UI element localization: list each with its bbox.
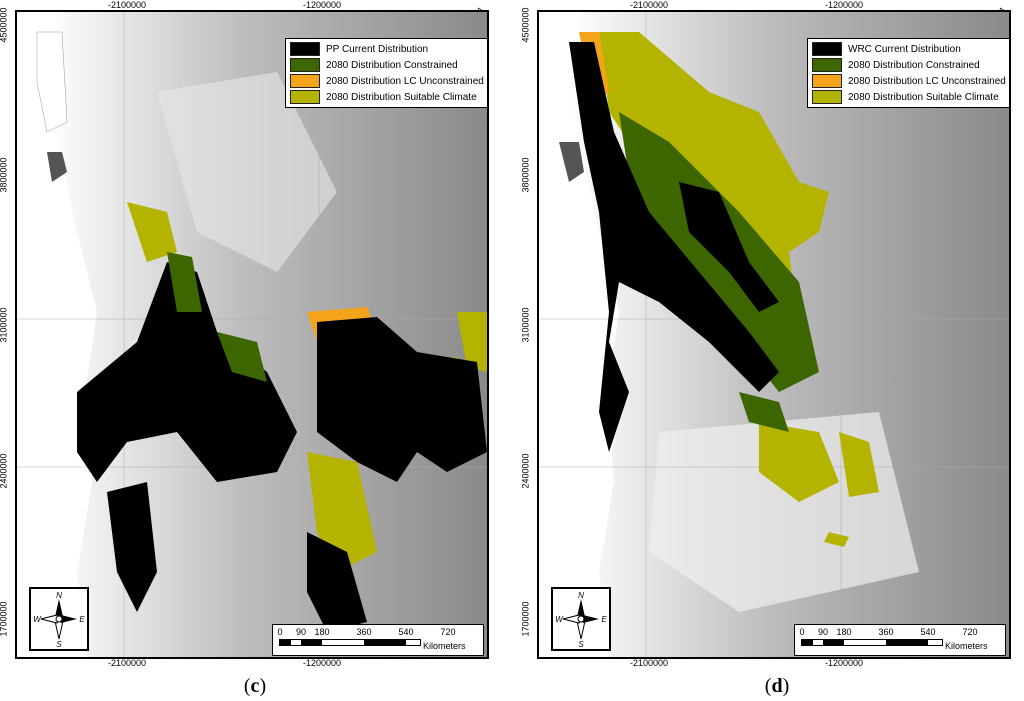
map-legend: WRC Current Distribution 2080 Distributi… xyxy=(807,38,1009,108)
map-frame: WRC Current Distribution 2080 Distributi… xyxy=(537,10,1011,659)
y-tick-left: 2400000 xyxy=(0,453,9,489)
x-tick-bottom: -1200000 xyxy=(824,658,864,668)
legend-item: 2080 Distribution Constrained xyxy=(812,57,1009,73)
map-panel-c: -2100000 -1200000 4500000 3800000 310000… xyxy=(0,0,505,701)
legend-label: 2080 Distribution LC Unconstrained xyxy=(326,75,484,87)
compass-s: S xyxy=(56,640,62,649)
current-distribution-area xyxy=(317,317,487,482)
y-tick-left: 3100000 xyxy=(520,307,531,343)
compass-e: E xyxy=(601,615,607,624)
legend-item: WRC Current Distribution xyxy=(812,41,1009,57)
current-distribution-area xyxy=(77,262,297,482)
scale-label: 180 xyxy=(836,627,852,637)
scale-label: 540 xyxy=(398,627,414,637)
map-legend: PP Current Distribution 2080 Distributio… xyxy=(285,38,487,108)
y-tick-left: 4500000 xyxy=(0,7,9,43)
map-canvas xyxy=(539,12,1009,657)
legend-swatch xyxy=(812,42,842,56)
compass-s: S xyxy=(578,640,584,649)
map-frame: PP Current Distribution 2080 Distributio… xyxy=(15,10,489,659)
scale-label: 720 xyxy=(962,627,978,637)
scale-label: 720 xyxy=(440,627,456,637)
scale-label: 90 xyxy=(817,627,829,637)
legend-swatch xyxy=(290,42,320,56)
y-tick-left: 1700000 xyxy=(520,601,531,637)
compass-e: E xyxy=(79,615,85,624)
compass-w: W xyxy=(555,615,564,624)
legend-item: 2080 Distribution Suitable Climate xyxy=(812,89,1009,105)
legend-item: 2080 Distribution Constrained xyxy=(290,57,487,73)
legend-swatch xyxy=(812,90,842,104)
x-tick-bottom: -1200000 xyxy=(302,658,342,668)
scale-segments xyxy=(279,639,421,646)
legend-swatch xyxy=(290,58,320,72)
constrained-area xyxy=(167,252,202,312)
legend-label: 2080 Distribution Suitable Climate xyxy=(848,91,999,103)
scale-bar: 0 90 180 360 540 720 Kilometers xyxy=(794,624,1006,656)
legend-label: WRC Current Distribution xyxy=(848,43,961,55)
compass-n: N xyxy=(578,591,584,600)
x-tick-top: -2100000 xyxy=(107,0,147,10)
legend-swatch xyxy=(290,90,320,104)
legend-swatch xyxy=(290,74,320,88)
compass-n: N xyxy=(56,591,62,600)
legend-item: 2080 Distribution Suitable Climate xyxy=(290,89,487,105)
legend-item: PP Current Distribution xyxy=(290,41,487,57)
y-tick-left: 3800000 xyxy=(0,157,9,193)
compass-icon: N S W E xyxy=(33,591,85,649)
legend-label: 2080 Distribution Constrained xyxy=(848,59,980,71)
map-canvas xyxy=(17,12,487,657)
legend-swatch xyxy=(812,74,842,88)
compass-rose: N S W E xyxy=(29,587,89,651)
compass-rose: N S W E xyxy=(551,587,611,651)
suitable-climate-area xyxy=(127,202,177,262)
legend-swatch xyxy=(812,58,842,72)
x-tick-bottom: -2100000 xyxy=(629,658,669,668)
legend-label: PP Current Distribution xyxy=(326,43,429,55)
y-tick-left: 2400000 xyxy=(520,453,531,489)
scale-label: 0 xyxy=(277,627,283,637)
compass-w: W xyxy=(33,615,42,624)
legend-item: 2080 Distribution LC Unconstrained xyxy=(290,73,487,89)
terrain-shade xyxy=(47,12,487,657)
scale-label: 90 xyxy=(295,627,307,637)
scale-label: 180 xyxy=(314,627,330,637)
scale-label: 0 xyxy=(799,627,805,637)
scale-bar: 0 90 180 360 540 720 Kilometers xyxy=(272,624,484,656)
legend-label: 2080 Distribution Constrained xyxy=(326,59,458,71)
map-panel-d: -2100000 -1200000 4500000 3800000 310000… xyxy=(521,0,1024,701)
scale-unit: Kilometers xyxy=(423,641,466,651)
y-tick-left: 1700000 xyxy=(0,601,9,637)
scale-segments xyxy=(801,639,943,646)
y-tick-left: 4500000 xyxy=(520,7,531,43)
legend-label: 2080 Distribution Suitable Climate xyxy=(326,91,477,103)
x-tick-top: -1200000 xyxy=(302,0,342,10)
scale-label: 360 xyxy=(878,627,894,637)
scale-unit: Kilometers xyxy=(945,641,988,651)
scale-label: 540 xyxy=(920,627,936,637)
compass-icon: N S W E xyxy=(555,591,607,649)
y-tick-left: 3100000 xyxy=(0,307,9,343)
panel-caption: (d) xyxy=(764,675,790,697)
x-tick-top: -2100000 xyxy=(629,0,669,10)
legend-label: 2080 Distribution LC Unconstrained xyxy=(848,75,1006,87)
scale-label: 360 xyxy=(356,627,372,637)
current-distribution-area xyxy=(569,42,779,452)
x-tick-top: -1200000 xyxy=(824,0,864,10)
panel-caption: (c) xyxy=(243,675,267,697)
y-tick-left: 3800000 xyxy=(520,157,531,193)
x-tick-bottom: -2100000 xyxy=(107,658,147,668)
legend-item: 2080 Distribution LC Unconstrained xyxy=(812,73,1009,89)
